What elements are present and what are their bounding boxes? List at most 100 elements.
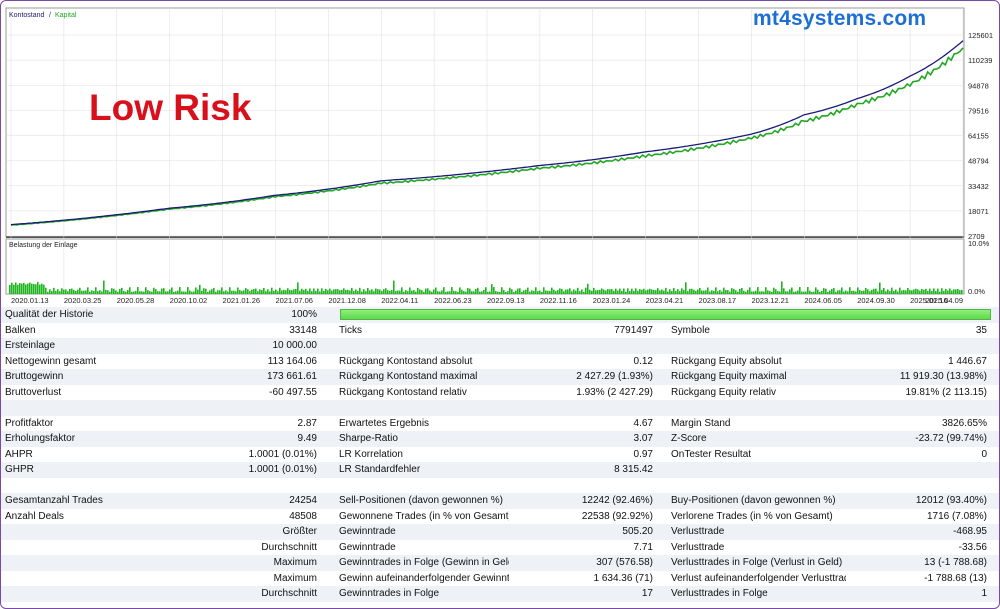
load-bar: [679, 291, 681, 294]
load-bar: [453, 290, 455, 294]
load-bar: [661, 289, 663, 294]
stat-label: Balken: [5, 324, 36, 336]
load-bar: [373, 291, 375, 294]
load-bar: [861, 291, 863, 294]
x-tick-label: 2022.11.16: [540, 296, 577, 305]
load-bar: [827, 291, 829, 294]
load-bar: [785, 291, 787, 294]
y-tick-label: 64155: [968, 132, 989, 141]
load-bar: [427, 288, 429, 294]
load-bar: [763, 291, 765, 294]
load-bar: [175, 291, 177, 294]
load-bar: [127, 289, 129, 294]
load-bar: [201, 290, 203, 294]
load-bar: [39, 284, 41, 294]
stat-value: 9.49: [297, 433, 317, 444]
load-bar: [107, 290, 109, 294]
load-bar: [711, 290, 713, 294]
load-bar: [527, 287, 529, 294]
stat-label: Symbole: [671, 324, 710, 336]
load-bar: [505, 291, 507, 294]
x-tick-label: 2024.06.05: [804, 296, 842, 305]
load-bar: [401, 287, 403, 294]
load-bar: [435, 287, 437, 294]
load-bar: [73, 289, 75, 294]
load-bar: [929, 288, 931, 294]
load-bar: [297, 282, 299, 294]
load-bar: [621, 290, 623, 294]
load-bar: [765, 287, 767, 294]
load-bar: [759, 291, 761, 294]
x-tick-label: 2023.08.17: [699, 296, 737, 305]
load-bar: [27, 283, 29, 294]
stats-row: [1, 478, 999, 494]
load-bar: [19, 283, 21, 294]
load-bar: [217, 290, 219, 294]
load-bar: [541, 291, 543, 294]
stat-label: Bruttogewinn: [5, 371, 64, 382]
stat-label: [5, 555, 155, 571]
load-bar: [653, 289, 655, 294]
stat-label: [5, 540, 155, 556]
load-bar: [821, 290, 823, 294]
load-bar: [49, 289, 51, 294]
load-bar: [955, 289, 957, 294]
load-bar: [773, 287, 775, 294]
load-bar: [301, 288, 303, 294]
load-bar: [509, 287, 511, 294]
load-bar: [45, 287, 47, 294]
load-bar: [611, 289, 613, 294]
legend-equity: Kapital: [55, 12, 77, 19]
load-bar: [923, 289, 925, 294]
load-bar: [949, 288, 951, 294]
load-bar: [359, 287, 361, 294]
load-bar: [823, 288, 825, 294]
load-bar: [831, 289, 833, 294]
load-bar: [843, 291, 845, 294]
load-bar: [487, 291, 489, 294]
load-bar: [117, 291, 119, 294]
load-bar: [227, 291, 229, 294]
load-bar: [635, 288, 637, 294]
stats-row: [1, 400, 999, 416]
stat-label: Verlusttrades in Folge: [671, 588, 768, 599]
load-bar: [739, 288, 741, 294]
load-bar: [479, 291, 481, 294]
load-bar: [189, 290, 191, 294]
load-bar: [433, 289, 435, 294]
load-tick-min: 0.0%: [968, 287, 985, 296]
load-bar: [811, 291, 813, 294]
load-bar: [351, 287, 353, 294]
stat-label: [671, 462, 846, 478]
history-quality-value: 100%: [291, 309, 317, 320]
stat-value: 505.20: [622, 526, 653, 537]
load-bar: [451, 287, 453, 294]
load-bar: [847, 291, 849, 294]
load-bar: [275, 289, 277, 294]
load-bar: [395, 291, 397, 294]
load-bar: [609, 289, 611, 294]
load-bar: [283, 289, 285, 294]
load-bar: [11, 282, 13, 294]
load-bar: [517, 288, 519, 294]
load-bar: [607, 289, 609, 294]
load-bar: [209, 290, 211, 294]
load-bar: [591, 290, 593, 294]
load-bar: [565, 289, 567, 294]
load-bar: [747, 289, 749, 294]
load-bar: [413, 290, 415, 294]
load-bar: [615, 288, 617, 294]
load-bar: [269, 291, 271, 294]
load-bar: [417, 287, 419, 294]
load-bar: [245, 288, 247, 294]
load-bar: [157, 291, 159, 294]
load-bar: [897, 291, 899, 294]
load-bar: [185, 291, 187, 294]
load-bar: [199, 284, 201, 294]
load-bar: [735, 290, 737, 294]
stats-row: Durchschnitt Gewinntrade 7.71 Verlusttrade -…: [1, 540, 999, 556]
stat-value: [851, 478, 987, 494]
load-bar: [443, 287, 445, 294]
stat-label: Ticks: [339, 324, 362, 336]
